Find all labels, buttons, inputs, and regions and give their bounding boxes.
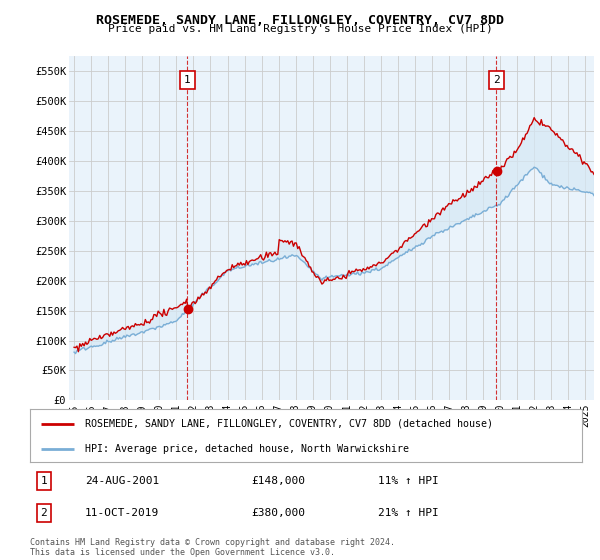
Text: 1: 1 bbox=[40, 476, 47, 486]
Text: ROSEMEDE, SANDY LANE, FILLONGLEY, COVENTRY, CV7 8DD: ROSEMEDE, SANDY LANE, FILLONGLEY, COVENT… bbox=[96, 14, 504, 27]
Text: 11% ↑ HPI: 11% ↑ HPI bbox=[378, 476, 439, 486]
Text: Price paid vs. HM Land Registry's House Price Index (HPI): Price paid vs. HM Land Registry's House … bbox=[107, 24, 493, 34]
Text: 11-OCT-2019: 11-OCT-2019 bbox=[85, 508, 160, 518]
Text: £380,000: £380,000 bbox=[251, 508, 305, 518]
Text: 21% ↑ HPI: 21% ↑ HPI bbox=[378, 508, 439, 518]
Text: 2: 2 bbox=[40, 508, 47, 518]
Text: ROSEMEDE, SANDY LANE, FILLONGLEY, COVENTRY, CV7 8DD (detached house): ROSEMEDE, SANDY LANE, FILLONGLEY, COVENT… bbox=[85, 419, 493, 429]
Text: £148,000: £148,000 bbox=[251, 476, 305, 486]
Text: Contains HM Land Registry data © Crown copyright and database right 2024.
This d: Contains HM Land Registry data © Crown c… bbox=[30, 538, 395, 557]
Text: 2: 2 bbox=[493, 75, 500, 85]
Text: 1: 1 bbox=[184, 75, 191, 85]
Text: 24-AUG-2001: 24-AUG-2001 bbox=[85, 476, 160, 486]
Text: HPI: Average price, detached house, North Warwickshire: HPI: Average price, detached house, Nort… bbox=[85, 444, 409, 454]
